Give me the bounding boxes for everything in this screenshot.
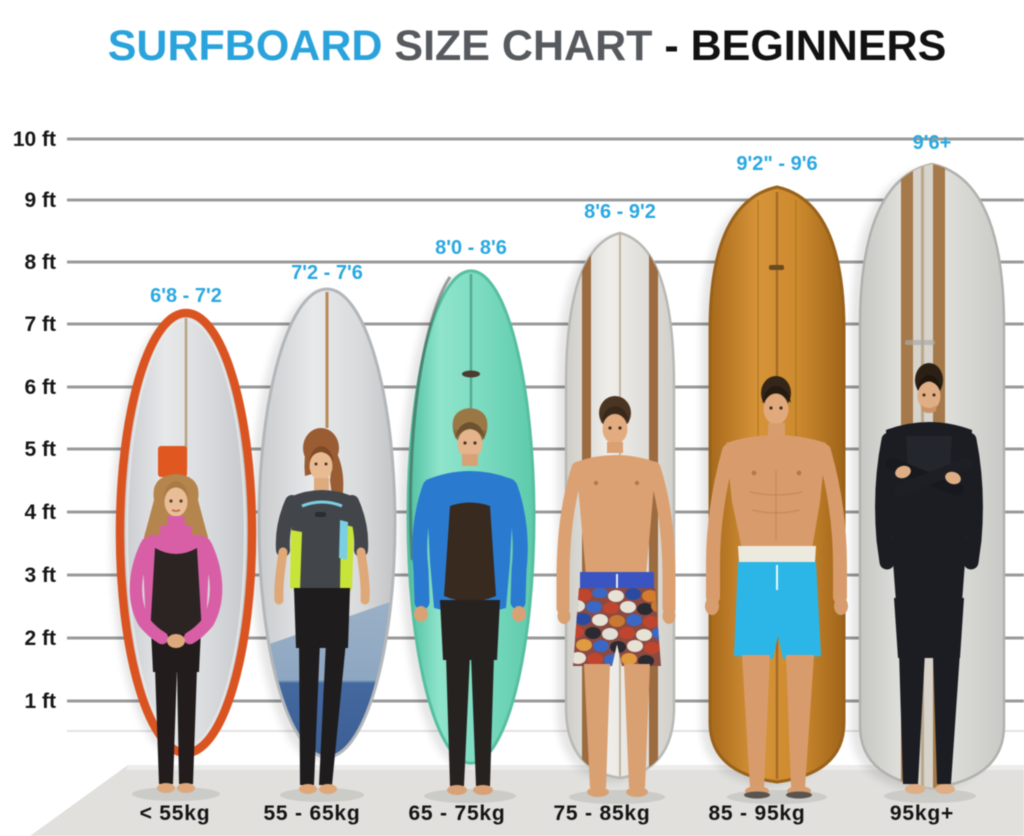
svg-text:95kg+: 95kg+ xyxy=(890,802,954,825)
svg-text:8 ft: 8 ft xyxy=(25,251,57,274)
svg-text:8'0 - 8'6: 8'0 - 8'6 xyxy=(435,237,507,259)
svg-text:6'8 - 7'2: 6'8 - 7'2 xyxy=(150,285,222,307)
svg-text:9 ft: 9 ft xyxy=(25,189,57,212)
svg-text:1 ft: 1 ft xyxy=(25,690,57,713)
svg-text:5 ft: 5 ft xyxy=(25,438,57,461)
svg-text:6 ft: 6 ft xyxy=(25,376,57,399)
svg-text:7 ft: 7 ft xyxy=(25,313,57,336)
svg-text:< 55kg: < 55kg xyxy=(140,802,211,825)
svg-text:4 ft: 4 ft xyxy=(25,501,57,524)
svg-text:10 ft: 10 ft xyxy=(13,128,56,151)
svg-text:85 - 95kg: 85 - 95kg xyxy=(708,802,805,825)
svg-text:9'2" - 9'6: 9'2" - 9'6 xyxy=(736,153,817,175)
svg-text:55 - 65kg: 55 - 65kg xyxy=(263,802,360,825)
svg-text:2 ft: 2 ft xyxy=(25,627,57,650)
svg-text:75 - 85kg: 75 - 85kg xyxy=(553,802,650,825)
svg-text:3 ft: 3 ft xyxy=(25,564,57,587)
svg-text:8'6 - 9'2: 8'6 - 9'2 xyxy=(584,201,656,223)
svg-text:9'6+: 9'6+ xyxy=(913,132,952,154)
svg-text:7'2 - 7'6: 7'2 - 7'6 xyxy=(291,262,363,284)
svg-text:SURFBOARD SIZE CHART - BEGINNE: SURFBOARD SIZE CHART - BEGINNERS xyxy=(108,22,947,70)
svg-text:65 - 75kg: 65 - 75kg xyxy=(408,802,505,825)
